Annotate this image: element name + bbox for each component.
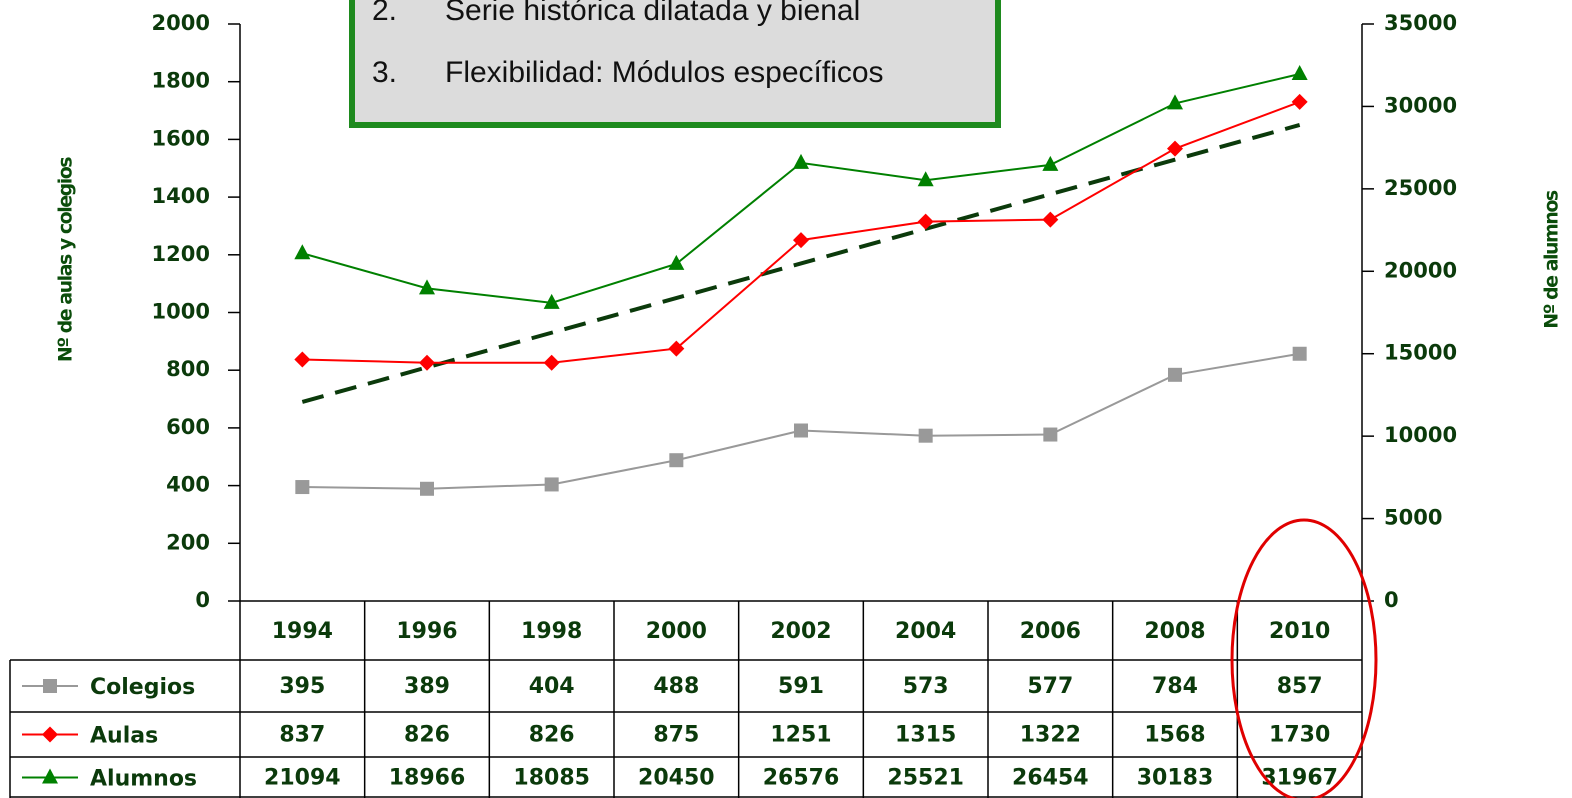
table-cell: 1568 bbox=[1144, 723, 1205, 748]
table-cell: 875 bbox=[653, 723, 699, 748]
table-cell: 26454 bbox=[1012, 766, 1089, 791]
x-tick-label: 2000 bbox=[646, 619, 707, 644]
marker bbox=[419, 279, 435, 295]
list-text: Flexibilidad: Módulos específicos bbox=[445, 56, 884, 89]
marker bbox=[917, 171, 934, 187]
y2-tick-label: 30000 bbox=[1384, 93, 1457, 117]
table-cell: 857 bbox=[1277, 674, 1323, 699]
y2-tick-label: 25000 bbox=[1384, 176, 1457, 200]
legend-label: Aulas bbox=[90, 724, 158, 749]
x-tick-label: 2008 bbox=[1144, 619, 1205, 644]
marker bbox=[793, 232, 809, 249]
legend-label: Colegios bbox=[90, 675, 195, 700]
list-number: 2. bbox=[372, 0, 397, 27]
highlight-ellipse bbox=[1230, 518, 1378, 798]
table-cell: 577 bbox=[1027, 674, 1073, 699]
table-cell: 837 bbox=[279, 723, 325, 748]
marker bbox=[543, 354, 560, 371]
x-tick-label: 2002 bbox=[770, 619, 831, 644]
table-cell: 591 bbox=[778, 674, 824, 699]
marker bbox=[917, 213, 934, 230]
table-cell: 784 bbox=[1152, 674, 1198, 699]
x-tick-label: 2006 bbox=[1020, 619, 1081, 644]
marker bbox=[794, 423, 808, 438]
table-cell: 404 bbox=[529, 674, 575, 699]
y2-axis-title: Nº de alumnos bbox=[1541, 190, 1563, 329]
table-cell: 573 bbox=[903, 674, 949, 699]
marker bbox=[1042, 155, 1059, 171]
table-cell: 395 bbox=[279, 674, 325, 699]
y-tick-label: 0 bbox=[195, 588, 210, 612]
marker bbox=[543, 293, 560, 309]
table-cell: 18966 bbox=[389, 766, 466, 791]
table-cell: 1315 bbox=[895, 723, 956, 748]
marker bbox=[1291, 93, 1308, 110]
table-cell: 20450 bbox=[638, 766, 715, 791]
marker bbox=[1291, 65, 1308, 81]
text-box bbox=[349, 0, 1001, 128]
y-tick-label: 400 bbox=[166, 473, 210, 497]
series-line bbox=[302, 352, 1300, 490]
table-cell: 488 bbox=[653, 674, 699, 699]
table-cell: 21094 bbox=[264, 766, 341, 791]
marker bbox=[294, 351, 311, 368]
marker bbox=[544, 477, 559, 492]
table-cell: 1251 bbox=[770, 723, 831, 748]
y-tick-label: 600 bbox=[166, 415, 210, 439]
marker bbox=[419, 354, 435, 371]
trendline bbox=[301, 123, 1301, 404]
legend-marker bbox=[42, 726, 58, 743]
marker bbox=[668, 254, 685, 270]
y2-tick-label: 10000 bbox=[1384, 423, 1457, 447]
y2-tick-label: 35000 bbox=[1384, 11, 1457, 35]
marker bbox=[1042, 211, 1059, 228]
x-tick-label: 1994 bbox=[272, 619, 333, 644]
table-cell: 826 bbox=[529, 723, 575, 748]
marker bbox=[1292, 346, 1307, 361]
y2-tick-label: 20000 bbox=[1384, 258, 1457, 282]
table-cell: 1730 bbox=[1269, 723, 1330, 748]
y-tick-label: 200 bbox=[166, 530, 210, 554]
y2-tick-label: 0 bbox=[1384, 588, 1399, 612]
marker bbox=[918, 428, 933, 443]
y-tick-label: 2000 bbox=[152, 11, 210, 35]
y-tick-label: 1200 bbox=[152, 242, 210, 266]
marker bbox=[668, 340, 685, 357]
y-tick-label: 1000 bbox=[152, 300, 210, 324]
table-cell: 25521 bbox=[887, 766, 964, 791]
marker bbox=[793, 153, 809, 169]
x-tick-label: 2004 bbox=[895, 619, 956, 644]
marker bbox=[1043, 427, 1058, 442]
table-cell: 30183 bbox=[1137, 766, 1214, 791]
list-number: 3. bbox=[372, 56, 397, 89]
table-cell: 1322 bbox=[1020, 723, 1081, 748]
marker bbox=[669, 453, 684, 468]
marker bbox=[295, 480, 310, 495]
y-tick-label: 800 bbox=[166, 357, 210, 381]
marker bbox=[1167, 94, 1183, 110]
y-tick-label: 1400 bbox=[152, 184, 210, 208]
marker bbox=[1168, 367, 1182, 382]
list-text: Serie histórica dilatada y bienal bbox=[445, 0, 860, 27]
y2-tick-label: 5000 bbox=[1384, 506, 1442, 530]
y2-tick-label: 15000 bbox=[1384, 341, 1457, 365]
legend-marker bbox=[42, 768, 58, 784]
y-tick-label: 1800 bbox=[152, 69, 210, 93]
table-cell: 26576 bbox=[763, 766, 840, 791]
table-cell: 18085 bbox=[513, 766, 590, 791]
marker bbox=[1167, 140, 1183, 157]
table-cell: 826 bbox=[404, 723, 450, 748]
marker bbox=[420, 481, 434, 496]
y-axis-title: Nº de aulas y colegios bbox=[55, 157, 77, 362]
legend-marker bbox=[43, 679, 57, 693]
x-tick-label: 2010 bbox=[1269, 619, 1330, 644]
marker bbox=[294, 244, 311, 260]
table-cell: 389 bbox=[404, 674, 450, 699]
legend-label: Alumnos bbox=[90, 767, 197, 792]
y-tick-label: 1600 bbox=[152, 126, 210, 150]
x-tick-label: 1996 bbox=[396, 619, 457, 644]
x-tick-label: 1998 bbox=[521, 619, 582, 644]
